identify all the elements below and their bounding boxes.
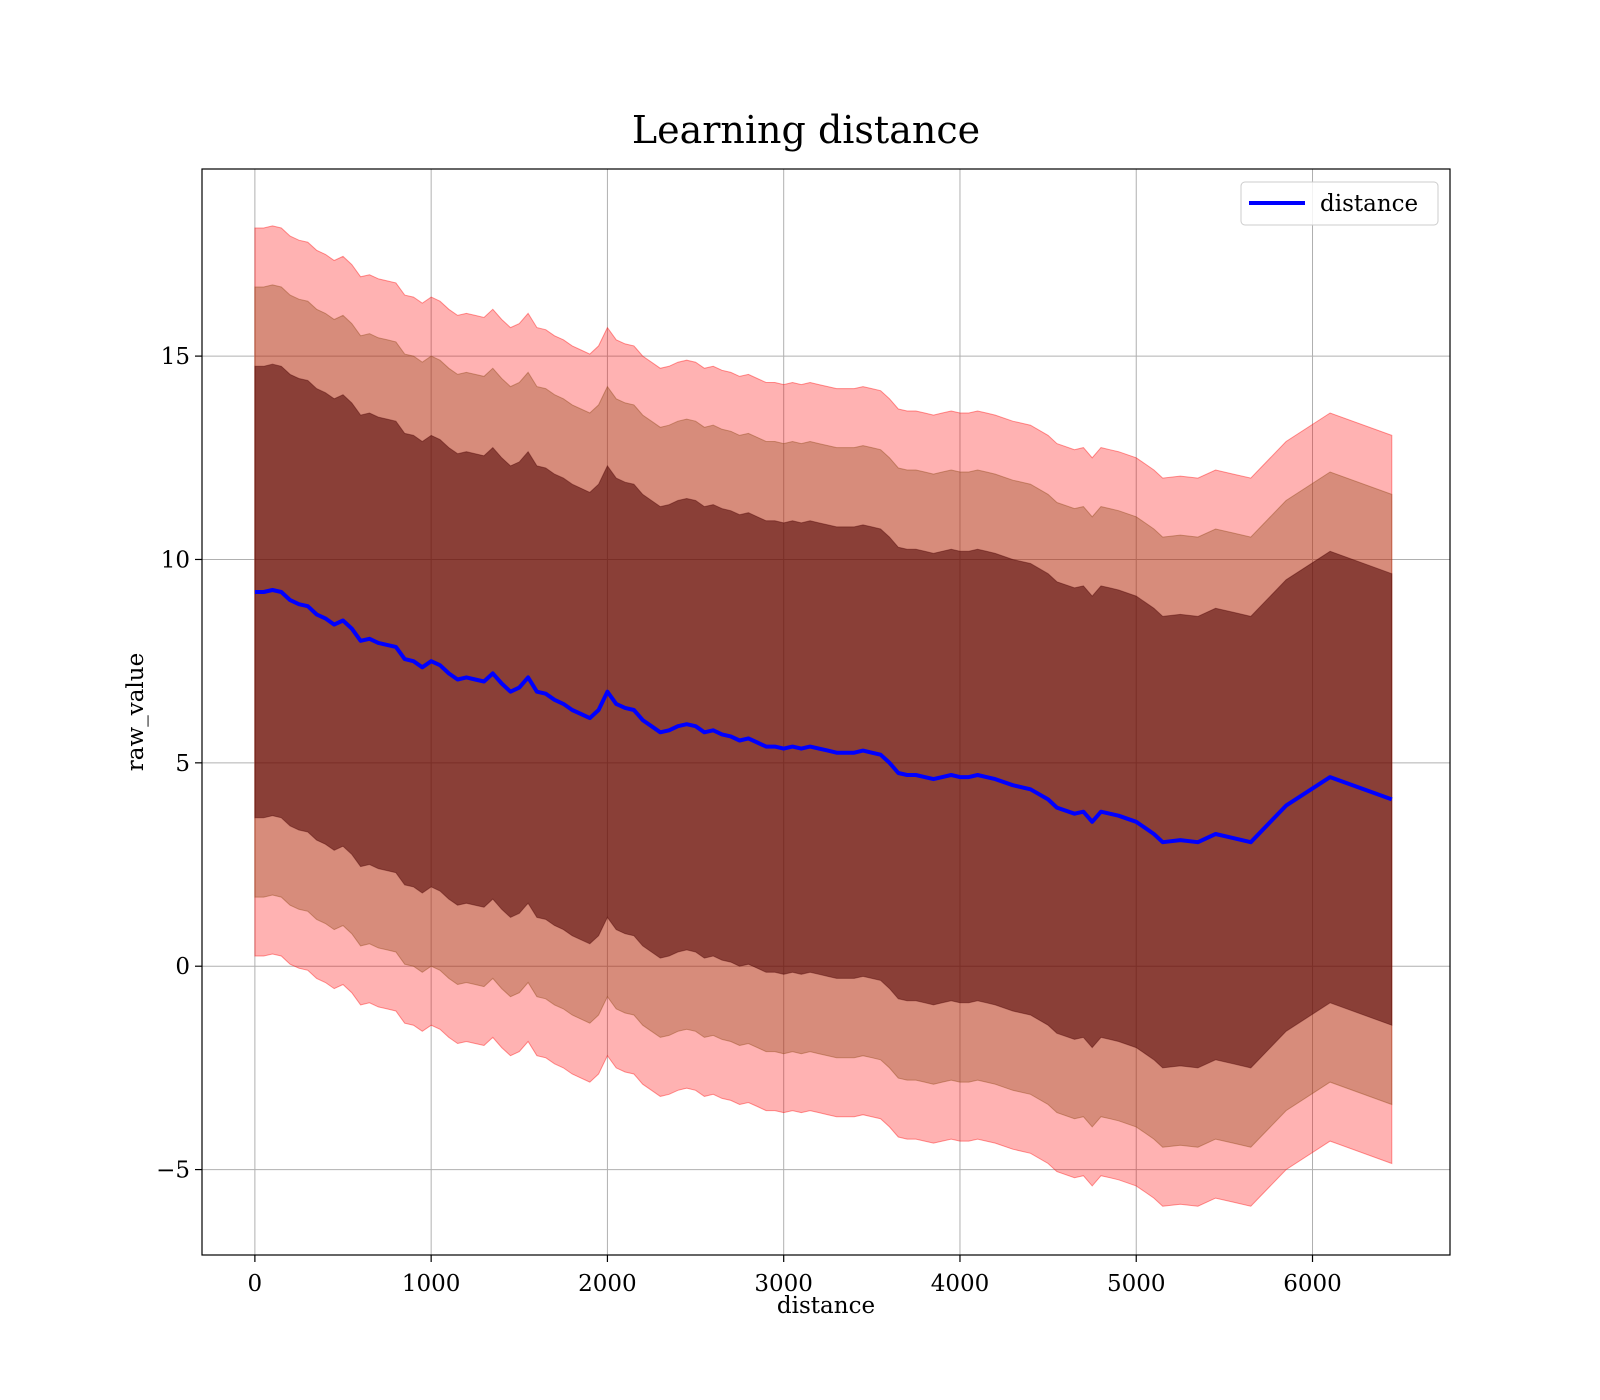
x-tick-label: 1000: [402, 1271, 461, 1297]
confidence-bands: [254, 225, 1393, 1207]
x-axis-label: distance: [777, 1293, 875, 1319]
series-line-distance: [254, 588, 1393, 845]
y-tick-label: 5: [175, 751, 190, 777]
x-tick-label: 3000: [754, 1271, 813, 1297]
y-tick-label: 10: [161, 547, 190, 573]
y-tick-label: −5: [156, 1158, 190, 1184]
y-tick-labels: −5 0 5 10 15: [156, 344, 190, 1183]
legend-box: [1240, 181, 1439, 226]
axis-ticks: [195, 355, 1314, 1262]
x-tick-label: 4000: [931, 1271, 990, 1297]
x-tick-label: 0: [248, 1271, 263, 1297]
x-tick-label: 5000: [1107, 1271, 1166, 1297]
legend-label-distance: distance: [1320, 191, 1418, 217]
y-tick-label: 15: [161, 344, 190, 370]
legend: distance: [1240, 181, 1439, 226]
x-tick-labels: 0 1000 2000 3000 4000 5000 6000: [248, 1271, 1342, 1297]
series-lines: [254, 588, 1393, 845]
y-axis-label: raw_value: [123, 653, 149, 771]
chart-title: Learning distance: [632, 108, 980, 152]
band-inner: [254, 363, 1393, 1069]
plot-frame: [201, 168, 1451, 1256]
x-tick-label: 6000: [1283, 1271, 1342, 1297]
x-tick-label: 2000: [578, 1271, 637, 1297]
y-tick-label: 0: [175, 954, 190, 980]
